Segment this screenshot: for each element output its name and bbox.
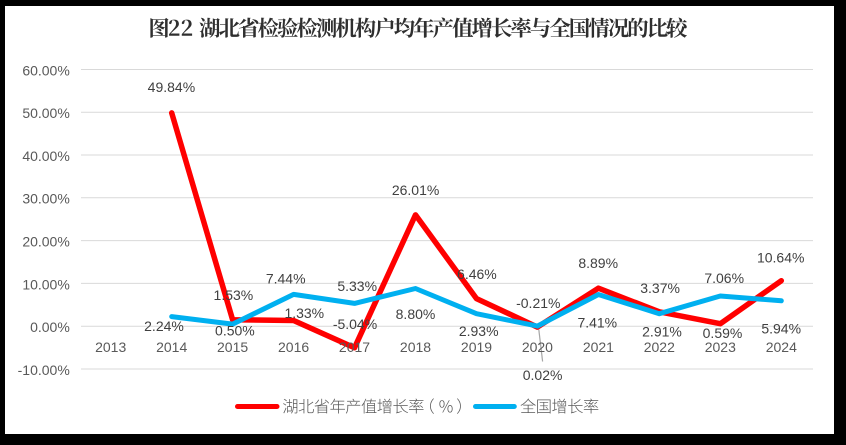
svg-text:2.93%: 2.93% — [459, 323, 499, 339]
svg-text:2024: 2024 — [766, 339, 797, 355]
svg-text:26.01%: 26.01% — [392, 182, 439, 198]
svg-text:2014: 2014 — [156, 339, 187, 355]
svg-text:2017: 2017 — [339, 339, 370, 355]
svg-text:8.80%: 8.80% — [396, 306, 436, 322]
svg-text:2.24%: 2.24% — [144, 318, 184, 334]
svg-text:30.00%: 30.00% — [22, 191, 69, 207]
svg-text:8.89%: 8.89% — [578, 255, 618, 271]
svg-text:-5.04%: -5.04% — [333, 316, 377, 332]
svg-text:2016: 2016 — [278, 339, 309, 355]
svg-text:2018: 2018 — [400, 339, 431, 355]
svg-text:2.91%: 2.91% — [642, 324, 682, 340]
svg-text:1.53%: 1.53% — [214, 287, 254, 303]
svg-text:7.44%: 7.44% — [266, 270, 306, 286]
svg-text:2022: 2022 — [644, 339, 675, 355]
svg-text:5.94%: 5.94% — [761, 320, 801, 336]
svg-text:2021: 2021 — [583, 339, 614, 355]
svg-text:-0.21%: -0.21% — [516, 295, 560, 311]
svg-text:2023: 2023 — [705, 339, 736, 355]
svg-text:0.00%: 0.00% — [30, 319, 70, 335]
svg-text:2015: 2015 — [217, 339, 248, 355]
svg-text:10.64%: 10.64% — [757, 250, 804, 266]
svg-text:0.59%: 0.59% — [703, 325, 743, 341]
svg-text:2019: 2019 — [461, 339, 492, 355]
svg-text:0.50%: 0.50% — [215, 323, 255, 339]
svg-text:50.00%: 50.00% — [22, 105, 69, 121]
svg-text:2013: 2013 — [95, 339, 126, 355]
svg-text:20.00%: 20.00% — [22, 234, 69, 250]
svg-text:3.37%: 3.37% — [640, 280, 680, 296]
svg-text:1.33%: 1.33% — [284, 305, 324, 321]
svg-text:49.84%: 49.84% — [148, 79, 195, 95]
svg-text:10.00%: 10.00% — [22, 276, 69, 292]
svg-text:2020: 2020 — [522, 339, 553, 355]
svg-text:6.46%: 6.46% — [457, 266, 497, 282]
svg-text:7.06%: 7.06% — [704, 270, 744, 286]
svg-text:7.41%: 7.41% — [577, 315, 617, 331]
svg-text:0.02%: 0.02% — [523, 367, 563, 383]
svg-text:-10.00%: -10.00% — [18, 362, 70, 378]
svg-text:60.00%: 60.00% — [22, 62, 69, 78]
svg-text:5.33%: 5.33% — [337, 278, 377, 294]
svg-text:40.00%: 40.00% — [22, 148, 69, 164]
